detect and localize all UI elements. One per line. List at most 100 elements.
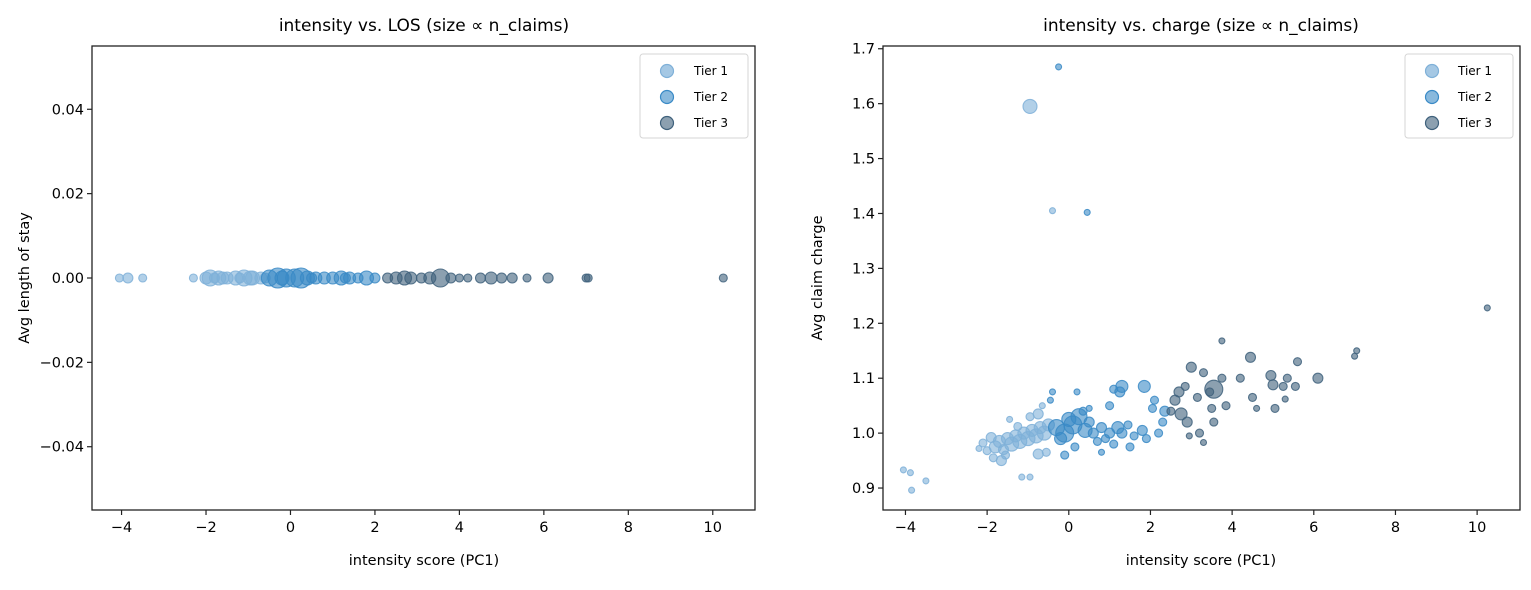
data-point bbox=[1247, 392, 1258, 402]
left-legend-marker-tier1 bbox=[659, 63, 675, 79]
data-point bbox=[1265, 369, 1277, 382]
data-point bbox=[1041, 447, 1051, 457]
data-point bbox=[542, 272, 554, 284]
data-point bbox=[1006, 415, 1014, 423]
data-point bbox=[122, 272, 134, 284]
x-tick-label: −4 bbox=[111, 520, 132, 536]
data-point bbox=[1253, 404, 1261, 412]
x-tick-label: 10 bbox=[704, 520, 722, 536]
data-point bbox=[1087, 427, 1099, 439]
right-legend-marker-tier1 bbox=[1424, 63, 1440, 79]
x-tick-label: 4 bbox=[1228, 520, 1237, 536]
right-legend-label-tier3: Tier 3 bbox=[1457, 116, 1492, 130]
y-tick-label: 0.00 bbox=[52, 271, 84, 287]
right-legend: Tier 1 Tier 2 Tier 3 bbox=[1404, 53, 1514, 139]
data-point bbox=[1083, 416, 1095, 428]
y-tick-label: 1.2 bbox=[852, 316, 875, 332]
data-point bbox=[188, 273, 198, 283]
y-tick-label: 1.6 bbox=[852, 97, 875, 113]
y-tick-label: 1.4 bbox=[852, 206, 875, 222]
data-point bbox=[522, 273, 532, 283]
data-point bbox=[1217, 373, 1227, 383]
left-legend: Tier 1 Tier 2 Tier 3 bbox=[639, 53, 749, 139]
data-point bbox=[1483, 304, 1491, 312]
y-tick-label: 1.5 bbox=[852, 152, 875, 168]
data-point bbox=[995, 455, 1007, 467]
data-point bbox=[1078, 406, 1088, 416]
data-point bbox=[463, 273, 473, 283]
data-point bbox=[1095, 422, 1108, 434]
data-point bbox=[1312, 372, 1324, 384]
right-plot-frame bbox=[882, 45, 1521, 511]
x-tick-label: 6 bbox=[539, 520, 548, 536]
data-point bbox=[496, 272, 508, 284]
left-legend-marker-tier3 bbox=[659, 115, 675, 131]
data-point bbox=[1270, 403, 1280, 413]
data-point bbox=[1048, 388, 1057, 396]
data-point bbox=[1244, 351, 1257, 363]
data-point bbox=[484, 271, 498, 285]
data-point bbox=[242, 270, 258, 286]
data-point bbox=[1097, 448, 1106, 456]
left-chart-title: intensity vs. LOS (size ∝ n_claims) bbox=[279, 16, 569, 36]
data-point bbox=[1136, 424, 1148, 436]
data-point bbox=[1046, 396, 1054, 404]
data-point bbox=[369, 272, 381, 284]
x-tick-label: 6 bbox=[1309, 520, 1318, 536]
data-point bbox=[1290, 381, 1300, 391]
data-point bbox=[1100, 434, 1111, 444]
right-x-axis-label: intensity score (PC1) bbox=[1126, 553, 1276, 569]
data-point bbox=[138, 273, 148, 283]
left-x-axis-label: intensity score (PC1) bbox=[349, 553, 499, 569]
data-point bbox=[474, 272, 487, 284]
right-legend-label-tier2: Tier 2 bbox=[1457, 90, 1492, 104]
right-legend-marker-tier3 bbox=[1424, 115, 1440, 131]
data-point bbox=[906, 469, 914, 477]
left-legend-label-tier3: Tier 3 bbox=[693, 116, 728, 130]
y-tick-label: 1.7 bbox=[852, 42, 875, 58]
x-tick-label: 2 bbox=[1146, 520, 1155, 536]
data-point bbox=[1018, 473, 1026, 481]
data-point bbox=[1185, 432, 1193, 440]
right-x-axis: −4 −2 0 2 4 6 8 10 bbox=[895, 510, 1486, 536]
data-point bbox=[1209, 417, 1219, 427]
data-point bbox=[1192, 392, 1202, 402]
data-point bbox=[1149, 395, 1160, 405]
data-point bbox=[1061, 411, 1077, 427]
x-tick-label: 8 bbox=[1391, 520, 1400, 536]
data-point bbox=[1141, 434, 1151, 444]
left-chart: intensity vs. LOS (size ∝ n_claims) −4 −2… bbox=[17, 16, 756, 569]
data-point bbox=[1137, 379, 1151, 393]
data-point bbox=[1073, 388, 1081, 396]
data-point bbox=[1207, 403, 1217, 413]
data-point bbox=[1026, 473, 1034, 481]
y-tick-label: −0.02 bbox=[40, 355, 84, 371]
x-tick-label: −2 bbox=[195, 520, 216, 536]
y-tick-label: 0.02 bbox=[52, 187, 84, 203]
data-point bbox=[1174, 407, 1188, 421]
y-tick-label: 1.1 bbox=[852, 371, 875, 387]
data-point bbox=[1055, 63, 1063, 71]
data-point bbox=[339, 272, 351, 284]
data-point bbox=[1185, 361, 1197, 373]
data-point bbox=[1173, 386, 1185, 398]
data-point bbox=[1199, 438, 1208, 447]
right-y-axis: 0.9 1.0 1.1 1.2 1.3 1.4 1.5 1.6 1.7 bbox=[852, 42, 883, 497]
right-chart-points bbox=[899, 63, 1491, 494]
data-point bbox=[1116, 427, 1128, 439]
data-point bbox=[1115, 379, 1129, 393]
data-point bbox=[1147, 403, 1158, 413]
x-tick-label: 8 bbox=[624, 520, 633, 536]
data-point bbox=[1218, 337, 1226, 345]
data-point bbox=[1180, 381, 1190, 391]
data-point bbox=[1194, 428, 1205, 438]
y-tick-label: 1.3 bbox=[852, 261, 875, 277]
x-tick-label: 10 bbox=[1468, 520, 1486, 536]
data-point bbox=[1281, 395, 1289, 403]
data-point bbox=[1204, 379, 1224, 399]
data-point bbox=[1083, 208, 1091, 216]
right-chart-title: intensity vs. charge (size ∝ n_claims) bbox=[1043, 16, 1359, 36]
data-point bbox=[1235, 373, 1245, 383]
y-tick-label: −0.04 bbox=[40, 440, 84, 456]
